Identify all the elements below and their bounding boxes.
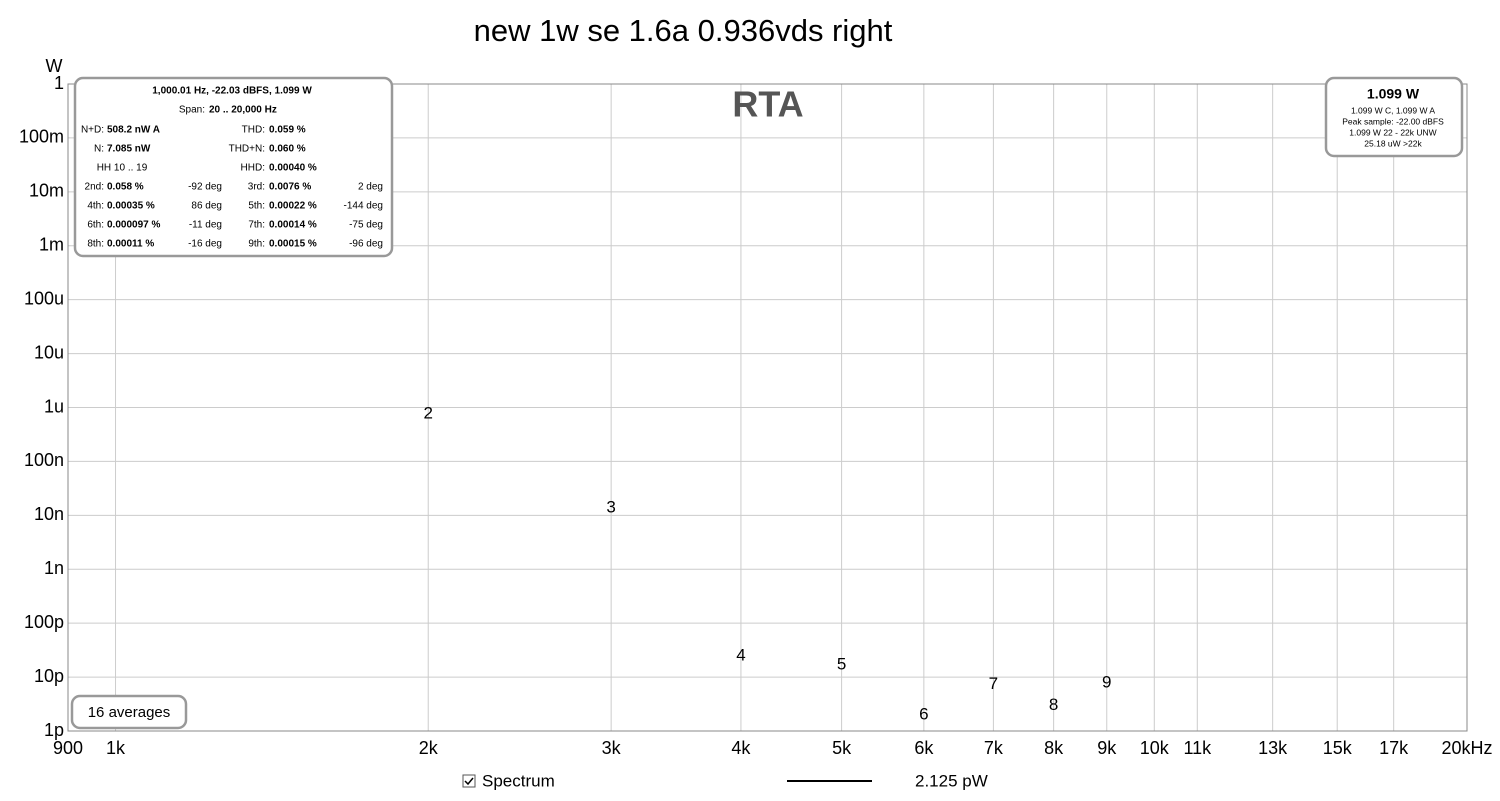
info-cell: 0.00040 % <box>269 163 317 174</box>
x-tick-label: 8k <box>1044 738 1064 758</box>
info-cell: N: <box>94 144 104 155</box>
info-cell: 86 deg <box>191 201 222 212</box>
x-tick-label: 900 <box>53 738 83 758</box>
info-cell: HHD: <box>241 163 265 174</box>
legend-value: 2.125 pW <box>915 771 988 790</box>
level-line: 25.18 uW >22k <box>1364 138 1422 148</box>
x-tick-label: 7k <box>984 738 1004 758</box>
harmonic-label: 7 <box>989 674 998 693</box>
y-tick-label: 1n <box>44 558 64 578</box>
x-tick-label: 2k <box>419 738 439 758</box>
info-cell: -75 deg <box>349 220 383 231</box>
info-cell: 0.00035 % <box>107 201 155 212</box>
y-tick-label: 10n <box>34 504 64 524</box>
info-panel-text: 1,000.01 Hz, -22.03 dBFS, 1.099 W Span: … <box>81 86 383 250</box>
x-tick-label: 11k <box>1183 738 1212 758</box>
level-line: 1.099 W C, 1.099 W A <box>1351 105 1435 115</box>
legend-label[interactable]: Spectrum <box>482 771 555 790</box>
level-headline: 1.099 W <box>1367 86 1420 102</box>
level-panel <box>1324 76 1464 158</box>
grid <box>67 83 1468 732</box>
info-cell: -11 deg <box>189 220 222 231</box>
info-cell: 6th: <box>87 220 104 231</box>
y-tick-label: 1p <box>44 720 64 740</box>
x-tick-label: 1k <box>106 738 126 758</box>
x-tick-label: 20kHz <box>1441 738 1492 758</box>
plot-frame <box>67 83 1468 732</box>
harmonic-label: 4 <box>736 645 745 664</box>
x-tick-label: 17k <box>1379 738 1409 758</box>
info-cell: 0.00011 % <box>107 239 154 250</box>
chart-title: new 1w se 1.6a 0.936vds right <box>474 13 893 48</box>
x-tick-label: 9k <box>1097 738 1117 758</box>
info-cell: 0.00014 % <box>269 220 317 231</box>
info-cell: THD: <box>242 125 265 136</box>
harmonic-label: 6 <box>919 704 928 723</box>
averages-box <box>70 694 188 730</box>
y-tick-label: 10p <box>34 666 64 686</box>
x-tick-label: 5k <box>832 738 852 758</box>
info-cell: 0.0076 % <box>269 182 311 193</box>
info-cell: 5th: <box>248 201 265 212</box>
info-cell: 3rd: <box>248 182 265 193</box>
harmonic-label: 5 <box>837 655 846 674</box>
x-tick-label: 6k <box>914 738 934 758</box>
harmonic-markers: 2 3 4 5 6 7 8 9 <box>423 404 1111 724</box>
info-header: 1,000.01 Hz, -22.03 dBFS, 1.099 W <box>152 86 312 97</box>
info-cell: -16 deg <box>188 239 222 250</box>
x-tick-label: 13k <box>1258 738 1288 758</box>
info-cell: 7th: <box>248 220 265 231</box>
y-tick-label: 100n <box>24 450 64 470</box>
info-cell: 9th: <box>248 239 265 250</box>
info-cell: 0.00015 % <box>269 239 317 250</box>
info-cell: HH 10 .. 19 <box>97 163 148 174</box>
x-tick-label: 10k <box>1140 738 1170 758</box>
info-cell: 2nd: <box>85 182 104 193</box>
info-cell: 0.060 % <box>269 144 306 155</box>
info-cell: 2 deg <box>358 182 383 193</box>
ticks: 1p 10p 100p 1n 10n 100n 1u 10u 100u 1m 10m 100m 1 900… <box>19 73 1493 758</box>
averages-text: 16 averages <box>88 704 171 721</box>
y-tick-label: 10u <box>34 342 64 362</box>
harmonic-label: 3 <box>606 498 615 517</box>
info-cell: -96 deg <box>349 239 383 250</box>
info-cell: -144 deg <box>344 201 383 212</box>
y-tick-label: 1m <box>39 235 64 255</box>
harmonic-label: 2 <box>423 404 432 423</box>
info-label: Span: <box>179 105 205 116</box>
watermark: RTA <box>732 84 803 125</box>
x-tick-label: 3k <box>602 738 622 758</box>
info-cell: 0.000097 % <box>107 220 160 231</box>
y-tick-label: 100p <box>24 612 64 632</box>
y-axis-label: W <box>46 56 63 76</box>
harmonic-label: 8 <box>1049 695 1058 714</box>
info-cell: 0.058 % <box>107 182 144 193</box>
info-cell: 508.2 nW A <box>107 125 160 136</box>
info-cell: 0.00022 % <box>269 201 317 212</box>
info-cell: 8th: <box>87 239 104 250</box>
info-cell: -92 deg <box>188 182 222 193</box>
y-tick-label: 1 <box>54 73 64 93</box>
info-cell: 0.059 % <box>269 125 306 136</box>
info-panel <box>73 76 394 258</box>
info-cell: THD+N: <box>229 144 265 155</box>
x-tick-label: 4k <box>731 738 751 758</box>
x-tick-label: 15k <box>1323 738 1353 758</box>
info-cell: N+D: <box>81 125 104 136</box>
level-line: Peak sample: -22.00 dBFS <box>1342 116 1444 126</box>
y-tick-label: 100m <box>19 127 64 147</box>
info-value: 20 .. 20,000 Hz <box>209 105 277 116</box>
info-cell: 7.085 nW <box>107 144 151 155</box>
checkmark <box>464 777 474 786</box>
y-tick-label: 10m <box>29 181 64 201</box>
level-line: 1.099 W 22 - 22k UNW <box>1349 127 1436 137</box>
y-tick-label: 100u <box>24 288 64 308</box>
legend-checkbox[interactable] <box>462 774 476 788</box>
info-cell: 4th: <box>87 201 104 212</box>
harmonic-label: 9 <box>1102 673 1111 692</box>
y-tick-label: 1u <box>44 396 64 416</box>
